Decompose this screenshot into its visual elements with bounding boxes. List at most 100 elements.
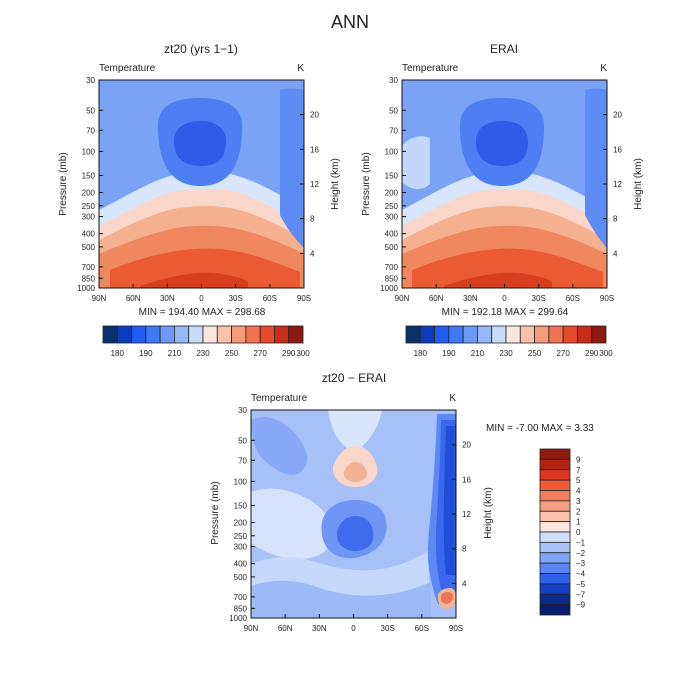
panel-1-rtick-label: 4 [310, 249, 315, 258]
panel-1-colorbar-label: 300 [296, 349, 310, 358]
panel-1-colorbar-swatch [174, 325, 190, 344]
panel-1-colorbar-swatch [274, 325, 290, 344]
panel-3-ytick-label: 850 [234, 604, 248, 613]
panel-1-plot-area [99, 80, 304, 288]
panel-1-title: zt20 (yrs 1−1) [164, 42, 238, 56]
panel-3-colorbar-label: 1 [576, 518, 581, 527]
panel-1-ytick-label: 250 [82, 202, 96, 211]
panel-3-colorbar-swatch [539, 490, 571, 502]
page-title: ANN [331, 12, 369, 32]
panel-3-xtick-label: 0 [351, 624, 356, 633]
panel-3-upper-left-cool-patch [251, 417, 308, 475]
panel-2-colorbar-swatch [419, 325, 435, 344]
panel-2-warm-band-5 [412, 248, 603, 288]
panel-3-colorbar-swatch [539, 573, 571, 585]
panel-3-colorbar-label: 7 [576, 466, 581, 475]
panel-1-xtick-label: 0 [199, 294, 204, 303]
panel-1-ytick-label: 500 [82, 243, 96, 252]
panel-1-ytick-label: 200 [82, 189, 96, 198]
panel-1-colorbar-swatch [116, 325, 132, 344]
panel-3-warm-core [343, 462, 368, 482]
panel-1-axis-frame: Pressure (mb) Height (km) MIN = 194.40 M… [58, 76, 341, 358]
panel-1-xtick-label: 90N [92, 294, 107, 303]
panel-3-rticks: 20 16 12 8 4 [452, 441, 471, 588]
panel-3-xtick-label: 30S [381, 624, 395, 633]
panel-2-ytick-label: 70 [389, 126, 398, 135]
panel-1-colorbar-label: 190 [139, 349, 153, 358]
panel-1-colorbar-swatch [102, 325, 118, 344]
panel-3-xtick-label: 90N [244, 624, 259, 633]
panel-2-warm-core [444, 272, 552, 288]
panel-3-colorbar-swatch [539, 500, 571, 512]
panel-3-plot-area [251, 410, 456, 618]
panel-3-colorbar-swatch [539, 521, 571, 533]
panel-3-ytick-label: 700 [234, 593, 248, 602]
panel-2-subtitle: Temperature [402, 63, 459, 74]
panel-1-colorbar-label: 250 [225, 349, 239, 358]
panel-1-colorbar-swatch [288, 325, 304, 344]
panel-3-lower-medium-band [251, 580, 431, 618]
panel-2-ytick-label: 100 [385, 147, 399, 156]
panel-3-colorbar-label: 0 [576, 528, 581, 537]
panel-1-xtick-label: 30N [160, 294, 175, 303]
panel-3-colorbar-label: −7 [576, 590, 586, 599]
panel-1-rticks: 20 16 12 8 4 [300, 111, 319, 258]
panel-2-rtick-label: 12 [613, 180, 622, 189]
panel-2-colorbar-swatch [577, 325, 593, 344]
panel-2-ytick-label: 50 [389, 106, 398, 115]
panel-1-ylabel-right: Height (km) [330, 158, 341, 210]
panel-2-colorbar-swatch [591, 325, 607, 344]
panel-3-bottom-right-warm-core [440, 592, 453, 604]
panel-3-xtick-label: 30N [312, 624, 327, 633]
panel-3-title: zt20 − ERAI [322, 371, 386, 385]
panel-3-colorbar-label: −5 [576, 580, 586, 589]
panel-3-ytick-label: 1000 [229, 614, 247, 623]
panel-2-xtick-label: 30S [532, 294, 546, 303]
panel-3-xtick-label: 60N [278, 624, 293, 633]
panel-1-cold-core [174, 121, 226, 166]
panel-2-ytick-label: 250 [385, 202, 399, 211]
panel-1-ytick-label: 1000 [77, 284, 95, 293]
panel-3-ylabel: Pressure (mb) [210, 481, 221, 544]
panel-3-colorbar-label: −1 [576, 538, 586, 547]
panel-1-rtick-label: 16 [310, 145, 319, 154]
panel-3-upper-light-band [328, 410, 382, 452]
panel-1-warm-band-5 [110, 248, 300, 288]
panel-3-xtick-label: 60S [415, 624, 429, 633]
panel-2-colorbar: 180 190 210 230 250 270 290 300 [405, 325, 613, 358]
panel-3-colorbar-label: −9 [576, 601, 586, 610]
panel-2-xtick-label: 30N [463, 294, 478, 303]
panel-2-ytick-label: 1000 [380, 284, 398, 293]
panel-3-ylabel-right: Height (km) [483, 487, 494, 539]
panel-1-colorbar: 180 190 210 230 250 270 290 300 [102, 325, 310, 358]
panel-3: zt20 − ERAI Temperature K Pressure (mb) … [210, 371, 594, 633]
panel-1-xtick-label: 60N [126, 294, 141, 303]
panel-2-cold-core [476, 121, 528, 166]
panel-1-ytick-label: 100 [82, 147, 96, 156]
panel-1-ylabel: Pressure (mb) [58, 152, 69, 215]
panel-2-xticks: 90N 60N 30N 0 30S 60S 90S [395, 284, 614, 303]
panel-3-xticks: 90N 60N 30N 0 30S 60S 90S [244, 614, 463, 633]
panel-3-colorbar-label: 3 [576, 497, 581, 506]
panel-3-colorbar-swatch [539, 448, 571, 460]
panel-2-rtick-label: 8 [613, 215, 618, 224]
panel-2-ytick-label: 30 [389, 76, 398, 85]
panel-2-colorbar-label: 210 [471, 349, 485, 358]
panel-2-colorbar-label: 180 [414, 349, 428, 358]
panel-2-colorbar-swatch [534, 325, 550, 344]
panel-2-colorbar-label: 190 [442, 349, 456, 358]
panel-2-ytick-label: 400 [385, 230, 399, 239]
panel-2-colorbar-swatch [491, 325, 507, 344]
panel-1-colorbar-swatch [216, 325, 232, 344]
panel-2-colorbar-swatch [519, 325, 535, 344]
panel-3-colorbar-swatch [539, 458, 571, 471]
panel-2-colorbar-label: 270 [556, 349, 570, 358]
panel-1-colorbar-label: 210 [168, 349, 182, 358]
panel-2-ytick-label: 700 [385, 263, 399, 272]
panel-3-ytick-label: 70 [238, 456, 247, 465]
panel-1-ytick-label: 150 [82, 171, 96, 180]
panel-3-colorbar-label: −2 [576, 549, 586, 558]
panel-2-colorbar-swatch [562, 325, 578, 344]
